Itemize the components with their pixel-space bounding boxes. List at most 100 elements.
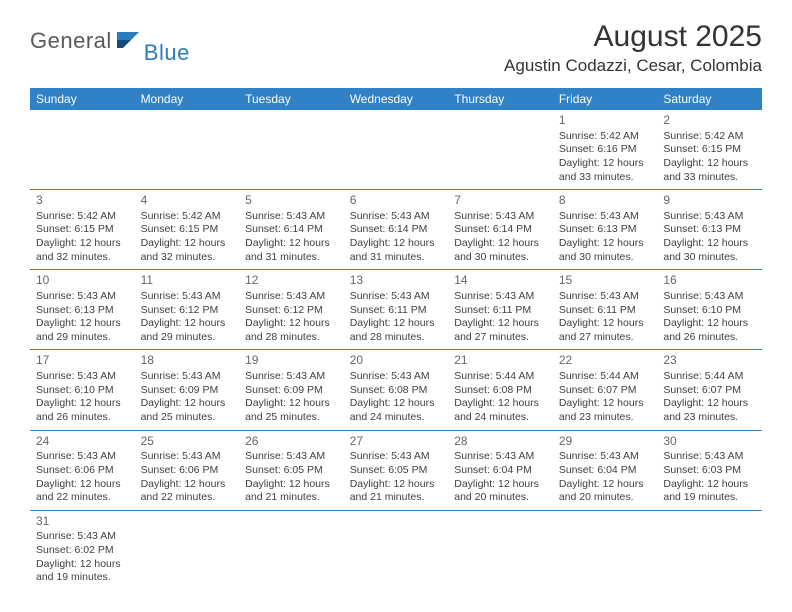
sunset-line: Sunset: 6:04 PM: [454, 464, 547, 478]
sunrise-line: Sunrise: 5:43 AM: [663, 210, 756, 224]
logo-word-blue: Blue: [144, 40, 190, 66]
daylight-line: Daylight: 12 hours and 32 minutes.: [36, 237, 129, 264]
calendar-day-cell: 5Sunrise: 5:43 AMSunset: 6:14 PMDaylight…: [239, 190, 344, 270]
day-number: 20: [350, 353, 443, 369]
daylight-line: Daylight: 12 hours and 28 minutes.: [245, 317, 338, 344]
daylight-line: Daylight: 12 hours and 23 minutes.: [663, 397, 756, 424]
daylight-line: Daylight: 12 hours and 29 minutes.: [36, 317, 129, 344]
daylight-line: Daylight: 12 hours and 20 minutes.: [454, 478, 547, 505]
weekday-header: Monday: [135, 88, 240, 110]
calendar-day-cell: 10Sunrise: 5:43 AMSunset: 6:13 PMDayligh…: [30, 270, 135, 350]
location-subtitle: Agustin Codazzi, Cesar, Colombia: [504, 56, 762, 76]
sunset-line: Sunset: 6:11 PM: [350, 304, 443, 318]
weekday-header: Thursday: [448, 88, 553, 110]
calendar-day-cell: 15Sunrise: 5:43 AMSunset: 6:11 PMDayligh…: [553, 270, 658, 350]
sunset-line: Sunset: 6:15 PM: [36, 223, 129, 237]
sunrise-line: Sunrise: 5:44 AM: [559, 370, 652, 384]
day-number: 31: [36, 514, 129, 530]
calendar-day-cell: [239, 510, 344, 590]
sunset-line: Sunset: 6:03 PM: [663, 464, 756, 478]
daylight-line: Daylight: 12 hours and 33 minutes.: [663, 157, 756, 184]
day-number: 5: [245, 193, 338, 209]
calendar-day-cell: [135, 510, 240, 590]
daylight-line: Daylight: 12 hours and 19 minutes.: [36, 558, 129, 585]
sunrise-line: Sunrise: 5:43 AM: [245, 290, 338, 304]
calendar-day-cell: [448, 110, 553, 190]
sunrise-line: Sunrise: 5:43 AM: [141, 290, 234, 304]
sunset-line: Sunset: 6:13 PM: [36, 304, 129, 318]
day-number: 13: [350, 273, 443, 289]
sunset-line: Sunset: 6:09 PM: [245, 384, 338, 398]
weekday-header: Wednesday: [344, 88, 449, 110]
daylight-line: Daylight: 12 hours and 30 minutes.: [559, 237, 652, 264]
sunset-line: Sunset: 6:12 PM: [245, 304, 338, 318]
day-number: 16: [663, 273, 756, 289]
day-number: 17: [36, 353, 129, 369]
day-number: 23: [663, 353, 756, 369]
day-number: 15: [559, 273, 652, 289]
daylight-line: Daylight: 12 hours and 27 minutes.: [559, 317, 652, 344]
day-number: 26: [245, 434, 338, 450]
calendar-day-cell: 9Sunrise: 5:43 AMSunset: 6:13 PMDaylight…: [657, 190, 762, 270]
sunset-line: Sunset: 6:14 PM: [350, 223, 443, 237]
sunset-line: Sunset: 6:12 PM: [141, 304, 234, 318]
day-number: 1: [559, 113, 652, 129]
calendar-day-cell: 27Sunrise: 5:43 AMSunset: 6:05 PMDayligh…: [344, 430, 449, 510]
calendar-day-cell: 28Sunrise: 5:43 AMSunset: 6:04 PMDayligh…: [448, 430, 553, 510]
day-number: 24: [36, 434, 129, 450]
calendar-day-cell: 26Sunrise: 5:43 AMSunset: 6:05 PMDayligh…: [239, 430, 344, 510]
daylight-line: Daylight: 12 hours and 24 minutes.: [454, 397, 547, 424]
sunrise-line: Sunrise: 5:43 AM: [559, 450, 652, 464]
calendar-day-cell: 17Sunrise: 5:43 AMSunset: 6:10 PMDayligh…: [30, 350, 135, 430]
day-number: 9: [663, 193, 756, 209]
daylight-line: Daylight: 12 hours and 27 minutes.: [454, 317, 547, 344]
daylight-line: Daylight: 12 hours and 21 minutes.: [245, 478, 338, 505]
calendar-day-cell: [448, 510, 553, 590]
weekday-header: Saturday: [657, 88, 762, 110]
sunrise-line: Sunrise: 5:42 AM: [141, 210, 234, 224]
calendar-day-cell: 21Sunrise: 5:44 AMSunset: 6:08 PMDayligh…: [448, 350, 553, 430]
sunrise-line: Sunrise: 5:43 AM: [350, 210, 443, 224]
calendar-week-row: 17Sunrise: 5:43 AMSunset: 6:10 PMDayligh…: [30, 350, 762, 430]
calendar-day-cell: 18Sunrise: 5:43 AMSunset: 6:09 PMDayligh…: [135, 350, 240, 430]
sunrise-line: Sunrise: 5:43 AM: [454, 210, 547, 224]
sunset-line: Sunset: 6:15 PM: [141, 223, 234, 237]
sunset-line: Sunset: 6:08 PM: [350, 384, 443, 398]
calendar-day-cell: 19Sunrise: 5:43 AMSunset: 6:09 PMDayligh…: [239, 350, 344, 430]
sunrise-line: Sunrise: 5:43 AM: [36, 370, 129, 384]
day-number: 21: [454, 353, 547, 369]
calendar-day-cell: 16Sunrise: 5:43 AMSunset: 6:10 PMDayligh…: [657, 270, 762, 350]
sunrise-line: Sunrise: 5:43 AM: [36, 290, 129, 304]
sunset-line: Sunset: 6:13 PM: [663, 223, 756, 237]
sunrise-line: Sunrise: 5:43 AM: [36, 530, 129, 544]
sunset-line: Sunset: 6:14 PM: [454, 223, 547, 237]
daylight-line: Daylight: 12 hours and 19 minutes.: [663, 478, 756, 505]
calendar-day-cell: 2Sunrise: 5:42 AMSunset: 6:15 PMDaylight…: [657, 110, 762, 190]
calendar-day-cell: 24Sunrise: 5:43 AMSunset: 6:06 PMDayligh…: [30, 430, 135, 510]
day-number: 30: [663, 434, 756, 450]
weekday-header-row: Sunday Monday Tuesday Wednesday Thursday…: [30, 88, 762, 110]
day-number: 4: [141, 193, 234, 209]
daylight-line: Daylight: 12 hours and 29 minutes.: [141, 317, 234, 344]
sunset-line: Sunset: 6:16 PM: [559, 143, 652, 157]
sunset-line: Sunset: 6:11 PM: [559, 304, 652, 318]
daylight-line: Daylight: 12 hours and 23 minutes.: [559, 397, 652, 424]
calendar-day-cell: [657, 510, 762, 590]
sunset-line: Sunset: 6:07 PM: [559, 384, 652, 398]
calendar-day-cell: [344, 110, 449, 190]
daylight-line: Daylight: 12 hours and 26 minutes.: [36, 397, 129, 424]
daylight-line: Daylight: 12 hours and 22 minutes.: [141, 478, 234, 505]
title-block: August 2025 Agustin Codazzi, Cesar, Colo…: [504, 20, 762, 76]
logo-word-general: General: [30, 28, 112, 54]
day-number: 29: [559, 434, 652, 450]
sunrise-line: Sunrise: 5:42 AM: [559, 130, 652, 144]
calendar-day-cell: 25Sunrise: 5:43 AMSunset: 6:06 PMDayligh…: [135, 430, 240, 510]
sunrise-line: Sunrise: 5:43 AM: [350, 450, 443, 464]
day-number: 7: [454, 193, 547, 209]
day-number: 19: [245, 353, 338, 369]
sunset-line: Sunset: 6:09 PM: [141, 384, 234, 398]
daylight-line: Daylight: 12 hours and 21 minutes.: [350, 478, 443, 505]
daylight-line: Daylight: 12 hours and 28 minutes.: [350, 317, 443, 344]
daylight-line: Daylight: 12 hours and 31 minutes.: [350, 237, 443, 264]
sunrise-line: Sunrise: 5:42 AM: [663, 130, 756, 144]
